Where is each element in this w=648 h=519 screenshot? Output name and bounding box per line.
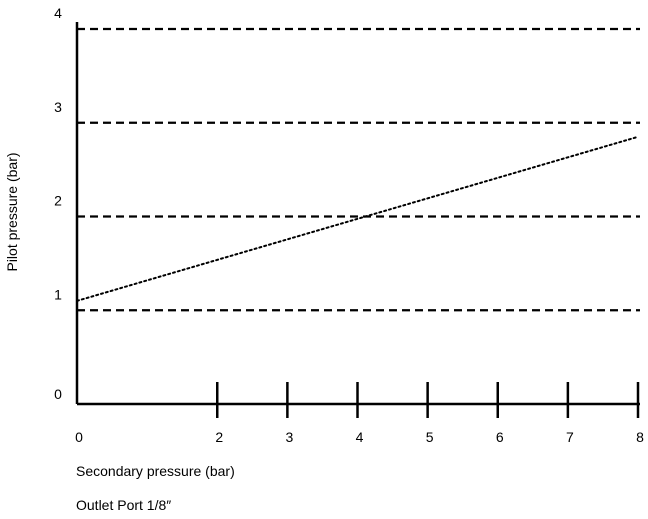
axes-layer [75,22,640,406]
series-line-0 [76,135,639,302]
x-tick-label-5: 5 [426,429,434,445]
grid-layer [77,27,640,312]
tick-layer: 0 1 2 3 4 0 2 3 4 5 6 7 8 [54,5,644,445]
x-axis-label: Secondary pressure (bar) [76,463,235,479]
y-axis-label: Pilot pressure (bar) [4,152,20,271]
x-tick-label-7: 7 [566,429,574,445]
y-tick-label-3: 3 [54,99,62,115]
y-tick-label-2: 2 [54,193,62,209]
x-tick-label-2: 2 [215,429,223,445]
x-tick-label-6: 6 [496,429,504,445]
x-tick-label-3: 3 [285,429,293,445]
x-tick-label-0: 0 [75,429,83,445]
x-tick-label-4: 4 [356,429,364,445]
y-tick-label-0: 0 [54,386,62,402]
y-tick-label-1: 1 [54,286,62,302]
series-layer [76,135,639,302]
caption: Outlet Port 1/8″ [76,497,171,513]
label-layer: Secondary pressure (bar) Outlet Port 1/8… [4,152,235,513]
x-tick-label-8: 8 [636,429,644,445]
y-tick-label-4: 4 [54,5,62,21]
